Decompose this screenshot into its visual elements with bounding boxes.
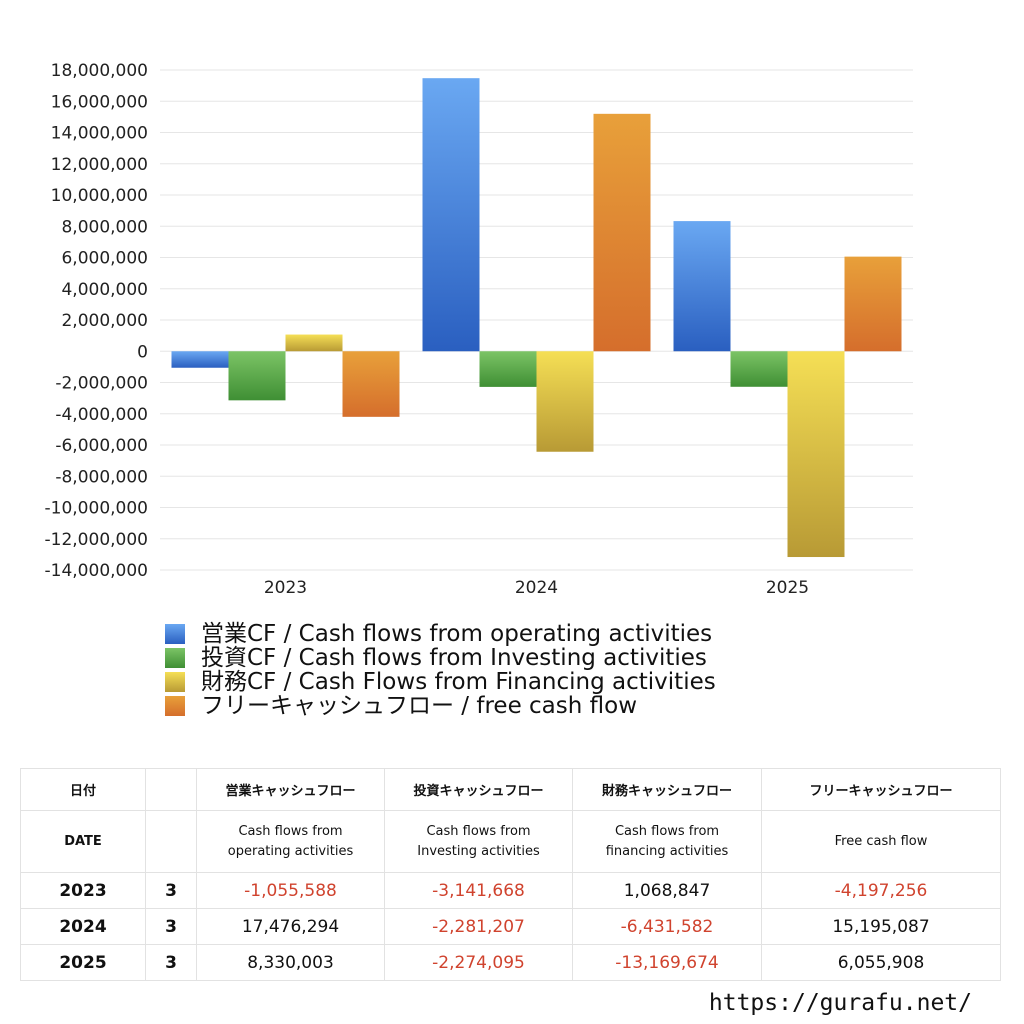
bar-2024-series-2	[479, 351, 537, 387]
header-en-line: operating activities	[227, 843, 354, 859]
legend-item: 投資CF / Cash flows from Investing activit…	[165, 646, 716, 670]
value-cell: 6,055,908	[761, 944, 1001, 981]
bar-2023-series-4	[342, 351, 400, 417]
cash-flow-table: 日付 営業キャッシュフロー 投資キャッシュフロー 財務キャッシュフロー フリーキャッシュ…	[20, 768, 1001, 981]
y-tick-label: 8,000,000	[61, 217, 148, 237]
header-ja-cell	[145, 768, 197, 811]
y-tick-label: -8,000,000	[55, 467, 148, 487]
legend-label: 営業CF / Cash flows from operating activit…	[201, 621, 713, 647]
y-tick-label: -6,000,000	[55, 436, 148, 456]
y-tick-label: -2,000,000	[55, 374, 148, 394]
y-tick-label: 14,000,000	[51, 124, 148, 144]
y-tick-label: -4,000,000	[55, 405, 148, 425]
bar-2023-series-1	[171, 351, 229, 368]
table-row: 2024 3 17,476,294 -2,281,207 -6,431,582 15,19…	[20, 908, 1001, 945]
y-tick-label: 10,000,000	[51, 186, 148, 206]
y-tick-label: 2,000,000	[61, 311, 148, 331]
value-cell: -3,141,668	[384, 872, 573, 909]
y-tick-label: -14,000,000	[45, 561, 148, 581]
value-cell: -4,197,256	[761, 872, 1001, 909]
value-cell: -2,274,095	[384, 944, 573, 981]
header-en-line: Cash flows from	[614, 823, 720, 839]
header-ja-cell: 営業キャッシュフロー	[196, 768, 385, 811]
header-ja-cell: フリーキャッシュフロー	[761, 768, 1001, 811]
header-en-cell: Cash flows from operating activities	[196, 810, 385, 873]
legend-item: 営業CF / Cash flows from operating activit…	[165, 622, 716, 646]
header-en-line: Investing activities	[417, 843, 540, 859]
legend-swatch	[165, 624, 185, 644]
legend-label: 投資CF / Cash flows from Investing activit…	[201, 645, 707, 671]
chart-legend: 営業CF / Cash flows from operating activit…	[165, 622, 716, 718]
x-tick-label: 2025	[766, 578, 809, 598]
header-ja-cell: 財務キャッシュフロー	[572, 768, 762, 811]
header-ja-cell: 日付	[20, 768, 146, 811]
legend-swatch	[165, 648, 185, 668]
bar-2023-series-2	[228, 351, 286, 401]
value-cell: 15,195,087	[761, 908, 1001, 945]
legend-label: 財務CF / Cash Flows from Financing activit…	[201, 669, 716, 695]
header-en-line: Cash flows from	[426, 823, 531, 839]
month-cell: 3	[145, 944, 197, 981]
header-en-line: Cash flows from	[238, 823, 343, 839]
header-en-line: Free cash flow	[834, 833, 928, 849]
bar-2024-series-4	[593, 113, 651, 352]
legend-swatch	[165, 696, 185, 716]
legend-item: フリーキャッシュフロー / free cash flow	[165, 694, 716, 718]
legend-item: 財務CF / Cash Flows from Financing activit…	[165, 670, 716, 694]
year-cell: 2025	[20, 944, 146, 981]
bar-2025-series-3	[787, 351, 845, 558]
value-cell: -13,169,674	[572, 944, 762, 981]
legend-label: フリーキャッシュフロー / free cash flow	[201, 693, 638, 719]
bar-2025-series-4	[844, 256, 902, 352]
month-cell: 3	[145, 872, 197, 909]
value-cell: 1,068,847	[572, 872, 762, 909]
bar-2025-series-1	[673, 221, 731, 352]
x-tick-label: 2023	[264, 578, 307, 598]
header-en-cell: DATE	[20, 810, 146, 873]
header-en-cell: Cash flows from financing activities	[572, 810, 762, 873]
cash-flow-chart: 18,000,000 16,000,000 14,000,000 12,000,000…	[45, 61, 913, 598]
header-en-cell: Free cash flow	[761, 810, 1001, 873]
value-cell: -1,055,588	[196, 872, 385, 909]
year-cell: 2024	[20, 908, 146, 945]
y-tick-label: 12,000,000	[51, 155, 148, 175]
y-tick-label: 18,000,000	[51, 61, 148, 81]
month-cell: 3	[145, 908, 197, 945]
header-en-line: DATE	[64, 833, 102, 849]
legend-swatch	[165, 672, 185, 692]
site-url[interactable]: https://gurafu.net/	[708, 990, 972, 1016]
y-tick-label: -12,000,000	[45, 530, 148, 550]
value-cell: 17,476,294	[196, 908, 385, 945]
y-tick-label: 6,000,000	[61, 249, 148, 269]
bar-2023-series-3	[285, 334, 343, 352]
table-row: 2023 3 -1,055,588 -3,141,668 1,068,847 -4,197…	[20, 872, 1001, 909]
value-cell: 8,330,003	[196, 944, 385, 981]
value-cell: -6,431,582	[572, 908, 762, 945]
bar-2024-series-3	[536, 351, 594, 452]
bar-2024-series-1	[422, 78, 480, 352]
header-ja-cell: 投資キャッシュフロー	[384, 768, 573, 811]
value-cell: -2,281,207	[384, 908, 573, 945]
y-tick-label: 16,000,000	[51, 92, 148, 112]
x-tick-label: 2024	[515, 578, 558, 598]
table-row: 2025 3 8,330,003 -2,274,095 -13,169,674 6,055…	[20, 944, 1001, 981]
bar-2025-series-2	[730, 351, 788, 387]
header-en-cell	[145, 810, 197, 873]
header-en-line: financing activities	[605, 843, 729, 859]
year-cell: 2023	[20, 872, 146, 909]
y-tick-label: -10,000,000	[45, 499, 148, 519]
y-tick-label: 0	[137, 342, 148, 362]
header-en-cell: Cash flows from Investing activities	[384, 810, 573, 873]
y-tick-label: 4,000,000	[61, 280, 148, 300]
